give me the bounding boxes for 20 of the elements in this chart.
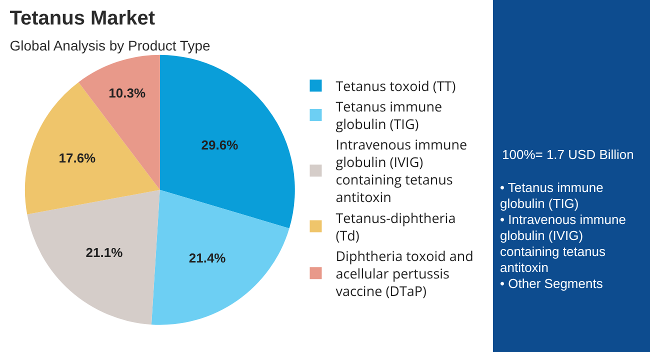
text: • Other Segments bbox=[500, 276, 604, 292]
text: • Tetanus immune globulin (TIG) bbox=[500, 180, 604, 212]
legend-label: Intravenous immune globulin (IVIG) containing tetanus antitoxin bbox=[336, 136, 468, 206]
chart-title: Tetanus Market bbox=[10, 8, 156, 30]
data-label: 21.1% bbox=[86, 244, 124, 260]
legend-label: Tetanus immune globulin (TIG) bbox=[336, 97, 442, 134]
pie-slice bbox=[151, 190, 290, 325]
text: 100%= 1.7 USD Billion bbox=[502, 147, 635, 162]
legend-label: Tetanus-diphtheria (Td) bbox=[336, 208, 456, 244]
chart-subtitle: Global Analysis by Product Type bbox=[10, 38, 210, 54]
data-label: 21.4% bbox=[188, 250, 226, 266]
legend-label: Diphtheria toxoid and acellular pertussis vaccine (DTaP) bbox=[336, 246, 474, 300]
pie-slice bbox=[160, 54, 295, 228]
legend-label: Tetanus toxoid (TT) bbox=[336, 76, 456, 95]
text: • Intravenous immune globulin (IVIG) containing tetanus antitoxin bbox=[500, 212, 627, 276]
pie-slice bbox=[27, 190, 160, 325]
pie-slice bbox=[25, 82, 160, 214]
data-label: 10.3% bbox=[108, 85, 146, 100]
data-label: 17.6% bbox=[58, 150, 96, 166]
data-label: 29.6% bbox=[201, 138, 239, 153]
